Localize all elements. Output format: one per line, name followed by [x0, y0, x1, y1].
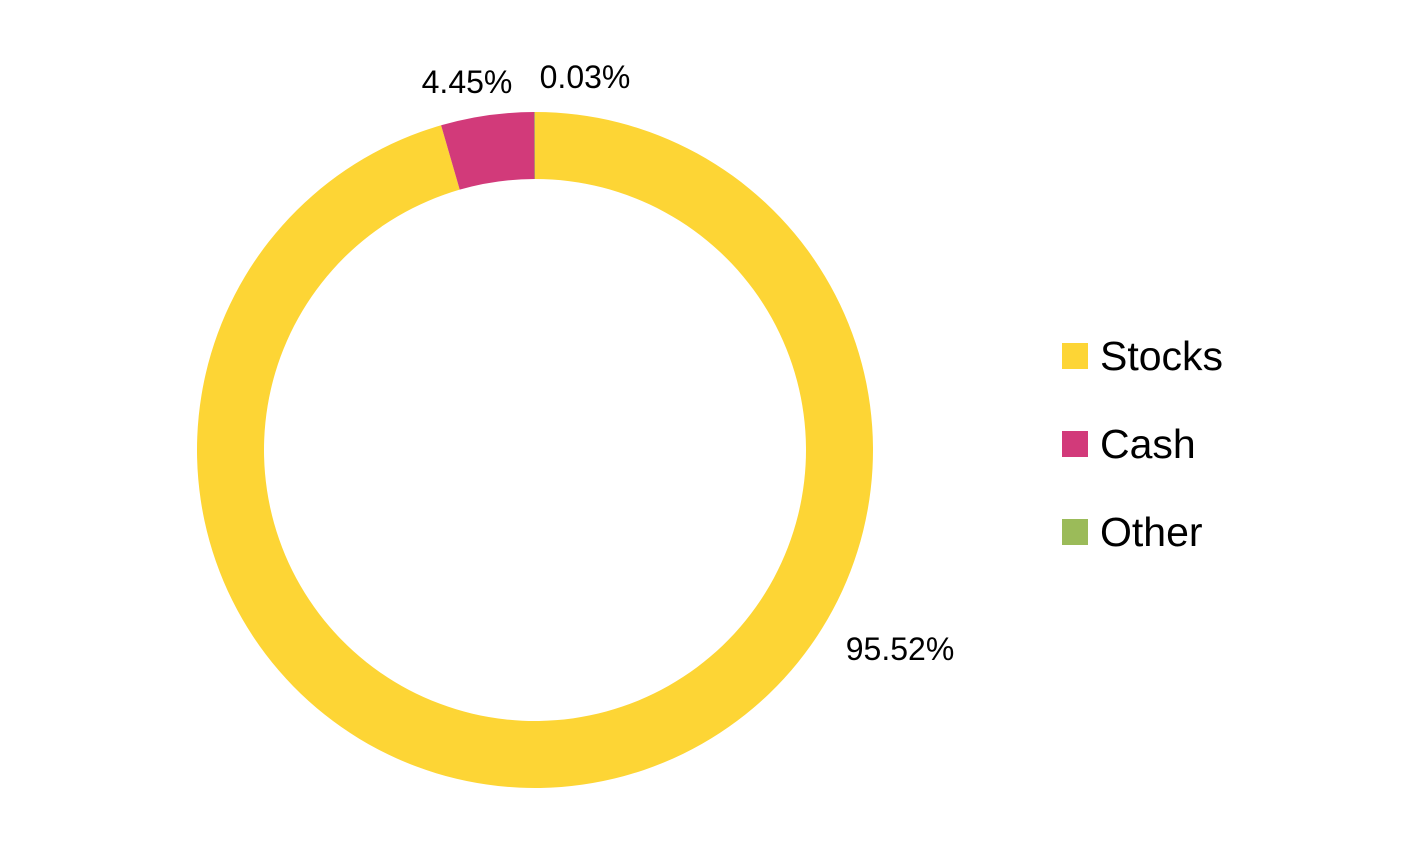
legend-label: Other: [1100, 508, 1203, 555]
data-labels: 95.52% 4.45% 0.03%: [422, 59, 955, 667]
data-label-other: 0.03%: [540, 59, 631, 95]
legend-label: Stocks: [1100, 332, 1224, 379]
data-label-stocks: 95.52%: [846, 631, 955, 667]
legend-swatch: [1062, 519, 1088, 545]
legend-label: Cash: [1100, 420, 1196, 467]
slice-other: [534, 112, 535, 180]
legend-swatch: [1062, 343, 1088, 369]
legend-item-stocks: Stocks: [1062, 312, 1223, 400]
legend-item-other: Other: [1062, 488, 1223, 576]
legend-item-cash: Cash: [1062, 400, 1223, 488]
chart-legend: Stocks Cash Other: [1062, 312, 1223, 576]
donut-slices: [197, 112, 873, 789]
legend-swatch: [1062, 431, 1088, 457]
data-label-cash: 4.45%: [422, 64, 513, 100]
slice-cash: [441, 112, 535, 190]
slice-stocks: [197, 112, 873, 789]
